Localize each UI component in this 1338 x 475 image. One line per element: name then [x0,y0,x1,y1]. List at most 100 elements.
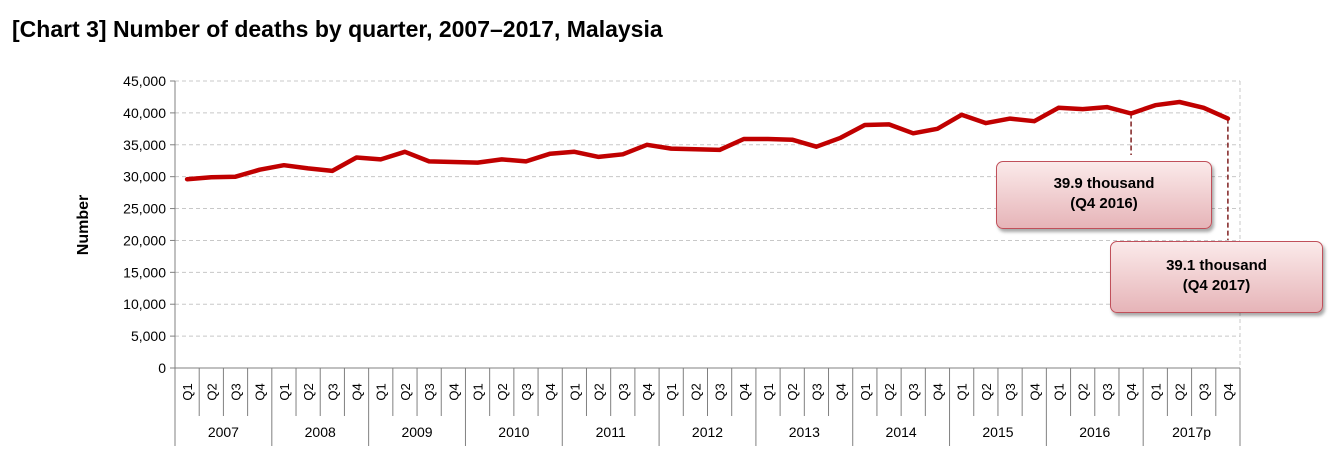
data-point [742,137,746,141]
quarter-tick-label: Q2 [592,383,607,400]
quarter-tick-label: Q1 [374,383,389,400]
series-line [184,99,1231,182]
data-point [1153,103,1157,107]
data-point [935,127,939,131]
quarter-tick-label: Q3 [906,383,921,400]
quarter-tick-label: Q2 [1076,383,1091,400]
x-axis-ticks: Q1 Q2 Q3 Q4 Q1 Q2 Q3 Q4 Q1 Q2 Q3 Q4 Q1 Q2 Q3 Q4 Q1 Q2 Q3 Q4… [174,368,1241,446]
quarter-tick-label: Q4 [834,383,849,400]
year-tick-label: 2017p [1172,424,1211,440]
gridlines [175,80,1241,368]
data-point [355,156,359,160]
quarter-tick-label: Q2 [979,383,994,400]
callout-q4-2016-value: 39.9 thousand [1053,175,1155,192]
quarter-tick-label: Q3 [616,383,631,400]
quarter-tick-label: Q1 [567,383,582,400]
callout-q4-2016: 39.9 thousand (Q4 2016) [996,161,1212,229]
data-point [500,157,504,161]
data-point [379,157,383,161]
y-axis-ticks: 0 5,000 10,000 15,000 20,000 25,000 30,000 35,0… [123,73,175,376]
quarter-tick-label: Q4 [640,383,655,400]
data-point [645,143,649,147]
data-point [403,150,407,154]
callout-q4-2017-period: (Q4 2017) [1182,277,1251,294]
year-tick-label: 2011 [596,424,626,440]
data-point [621,152,625,156]
data-point [427,159,431,163]
quarter-tick-label: Q3 [519,383,534,400]
y-tick-label: 20,000 [123,232,166,248]
quarter-tick-label: Q3 [325,383,340,400]
data-point [669,147,673,151]
quarter-tick-label: Q3 [422,383,437,400]
quarter-tick-label: Q4 [1221,383,1236,400]
data-point [234,175,238,179]
y-axis-label: Number [75,195,92,255]
y-tick-label: 30,000 [123,169,166,185]
callout-q4-2017: 39.1 thousand (Q4 2017) [1110,241,1323,313]
quarter-tick-label: Q2 [398,383,413,400]
quarter-tick-label: Q1 [858,383,873,400]
data-point [839,136,843,140]
data-point [1129,112,1133,116]
data-point [911,131,915,135]
quarter-tick-label: Q2 [1172,383,1187,400]
quarter-tick-label: Q1 [277,383,292,400]
data-point [718,148,722,152]
data-point [185,177,189,181]
data-point [766,137,770,141]
y-tick-label: 40,000 [123,105,166,121]
quarter-tick-label: Q3 [809,383,824,400]
data-point [1105,105,1109,109]
quarter-tick-label: Q1 [1051,383,1066,400]
quarter-tick-label: Q2 [785,383,800,400]
y-tick-label: 35,000 [123,137,166,153]
y-tick-label: 45,000 [123,73,166,89]
data-point [693,147,697,151]
quarter-tick-label: Q3 [1100,383,1115,400]
data-point [524,159,528,163]
data-point [960,113,964,117]
year-tick-label: 2013 [789,424,820,440]
quarter-tick-label: Q1 [180,383,195,400]
year-tick-label: 2016 [1079,424,1110,440]
callout-q4-2017-value: 39.1 thousand [1166,257,1267,274]
quarter-tick-label: Q2 [688,383,703,400]
quarter-tick-label: Q4 [350,383,365,400]
data-point [1226,117,1230,121]
data-point [1177,100,1181,104]
quarter-tick-label: Q1 [761,383,776,400]
quarter-tick-label: Q3 [713,383,728,400]
quarter-tick-label: Q1 [664,383,679,400]
quarter-tick-label: Q4 [446,383,461,400]
y-tick-label: 10,000 [123,296,166,312]
chart-title: [Chart 3] Number of deaths by quarter, 2… [12,16,663,42]
quarter-tick-label: Q1 [471,383,486,400]
data-point [476,161,480,165]
data-point [790,138,794,142]
y-tick-label: 0 [158,360,166,376]
quarter-tick-label: Q1 [1148,383,1163,400]
quarter-tick-label: Q4 [1124,383,1139,400]
year-tick-label: 2015 [982,424,1013,440]
quarter-tick-label: Q4 [737,383,752,400]
data-point [1056,106,1060,110]
quarter-tick-label: Q2 [495,383,510,400]
data-point [306,166,310,170]
quarter-tick-label: Q3 [1003,383,1018,400]
data-point [1081,107,1085,111]
data-point [282,163,286,167]
data-point [1202,106,1206,110]
data-point [597,155,601,159]
quarter-tick-label: Q4 [253,383,268,400]
y-tick-label: 5,000 [131,328,166,344]
data-point [1032,119,1036,123]
quarter-tick-label: Q3 [229,383,244,400]
data-point [451,160,455,164]
year-tick-label: 2007 [208,424,239,440]
quarter-tick-label: Q1 [955,383,970,400]
data-point [572,150,576,154]
data-point [330,169,334,173]
callout-leader-lines [1130,113,1229,240]
